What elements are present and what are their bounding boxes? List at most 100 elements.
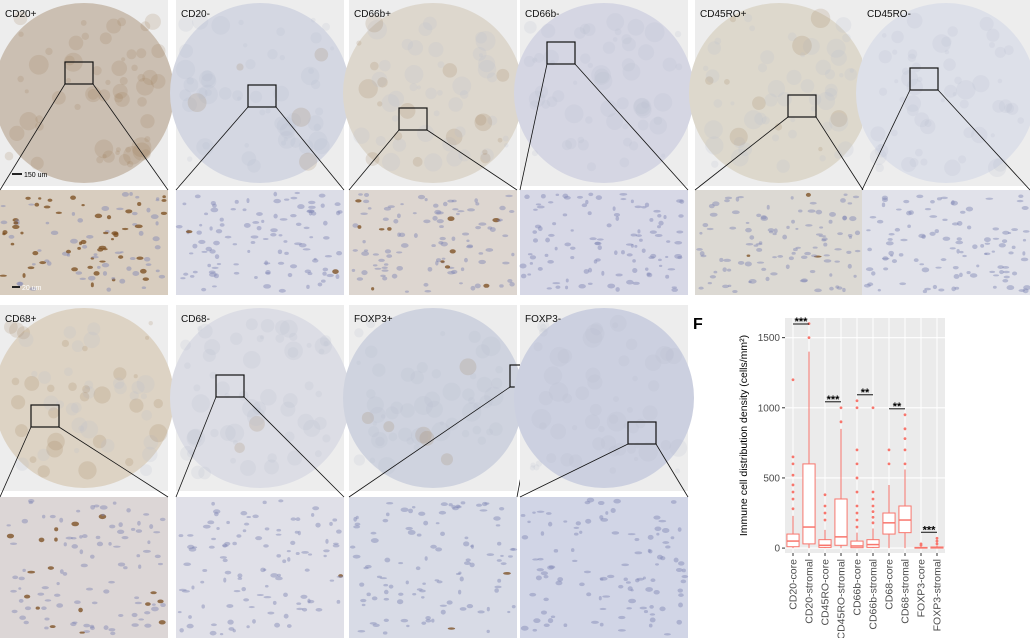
cell	[74, 600, 81, 604]
texture	[478, 53, 483, 58]
cell	[641, 248, 646, 253]
cell	[86, 235, 94, 239]
texture	[308, 131, 328, 151]
texture	[899, 96, 906, 103]
cell	[706, 227, 714, 231]
cell	[898, 253, 904, 257]
cell	[642, 576, 646, 580]
texture	[114, 381, 127, 395]
cell	[10, 242, 15, 246]
cell	[222, 543, 228, 548]
cell	[422, 582, 426, 585]
cell	[306, 284, 310, 289]
texture	[800, 79, 815, 93]
micrograph	[0, 0, 174, 295]
cell	[16, 281, 24, 286]
cell	[400, 203, 404, 206]
texture	[106, 18, 122, 34]
cell	[325, 538, 329, 544]
texture	[234, 442, 245, 454]
texture	[743, 110, 763, 130]
cell	[537, 226, 543, 232]
texture	[904, 95, 922, 112]
cell	[550, 615, 556, 619]
texture	[61, 339, 70, 348]
texture	[71, 417, 88, 434]
cell	[959, 250, 964, 254]
cell	[143, 257, 151, 262]
cell	[79, 277, 86, 281]
cell	[59, 517, 64, 523]
outlier	[791, 507, 795, 511]
texture	[236, 63, 244, 71]
texture	[800, 52, 806, 58]
cell	[818, 235, 827, 238]
cell	[881, 257, 890, 260]
texture	[136, 77, 154, 96]
cell	[698, 286, 704, 290]
cell	[699, 231, 703, 235]
cell	[28, 203, 35, 206]
cell	[41, 606, 47, 610]
cell	[992, 285, 997, 289]
cell	[458, 571, 462, 575]
texture	[839, 72, 844, 78]
cell	[511, 547, 515, 551]
cell	[653, 515, 661, 520]
cell	[712, 201, 720, 207]
cell	[466, 245, 474, 249]
texture	[370, 61, 379, 71]
cell	[228, 627, 235, 631]
cell	[130, 527, 136, 531]
cell	[536, 205, 545, 209]
texture	[259, 109, 266, 116]
texture	[406, 437, 414, 445]
texture	[738, 142, 753, 157]
cell	[547, 201, 554, 204]
cell	[562, 193, 569, 199]
cell	[423, 520, 429, 526]
cell	[81, 534, 88, 539]
cell	[519, 263, 527, 269]
cell	[847, 263, 852, 269]
cell	[370, 531, 377, 535]
stain-label: CD68-	[181, 314, 210, 325]
cell	[483, 283, 490, 288]
cell	[79, 549, 84, 555]
texture	[743, 13, 753, 23]
cell	[951, 286, 956, 292]
cell	[287, 273, 293, 278]
texture	[730, 101, 735, 106]
cell	[120, 251, 124, 254]
cell	[243, 598, 250, 602]
cell	[1023, 285, 1030, 291]
cell	[273, 213, 278, 219]
texture	[199, 70, 216, 88]
texture	[9, 322, 25, 338]
texture	[440, 331, 446, 337]
cell	[635, 578, 640, 583]
texture	[63, 326, 77, 339]
cell	[464, 257, 468, 263]
cell	[809, 201, 817, 205]
cell	[499, 507, 505, 511]
texture	[561, 140, 573, 151]
cell	[508, 210, 515, 213]
cell	[381, 266, 388, 270]
texture	[153, 398, 163, 409]
texture	[46, 440, 63, 458]
texture	[475, 114, 487, 126]
cell	[237, 577, 243, 580]
tissue-core	[170, 308, 350, 488]
cell	[563, 520, 568, 523]
texture	[924, 119, 932, 128]
cell	[366, 592, 371, 597]
texture	[941, 36, 952, 47]
outlier	[807, 336, 811, 340]
cell	[12, 224, 20, 229]
texture	[826, 38, 846, 58]
texture	[954, 76, 962, 85]
texture	[661, 153, 666, 158]
cell	[793, 247, 798, 252]
cell	[451, 199, 457, 203]
